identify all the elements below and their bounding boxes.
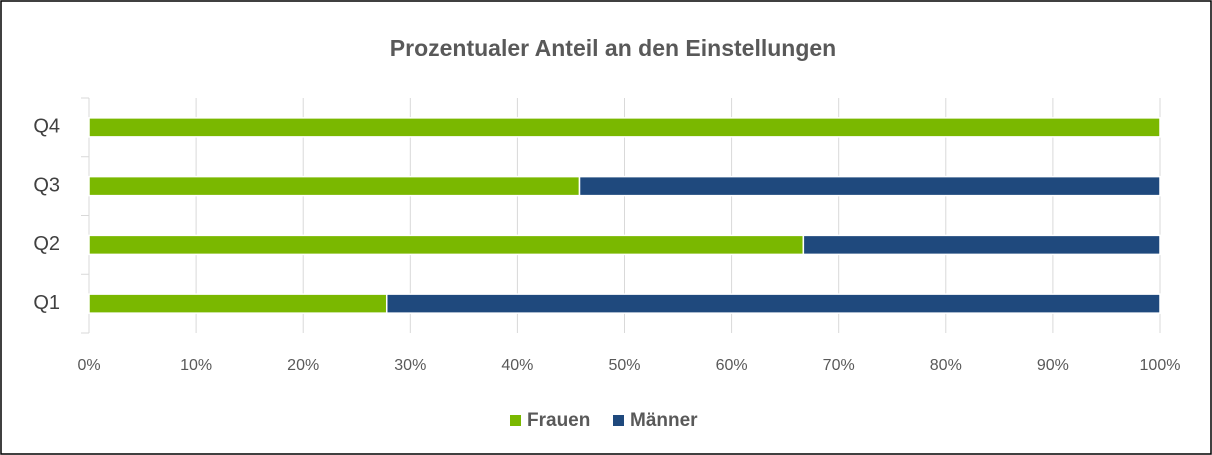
x-tick-label: 20% — [287, 357, 319, 374]
x-tick-label: 40% — [501, 357, 533, 374]
bar-segment — [88, 293, 388, 314]
x-tick-label: 70% — [823, 357, 855, 374]
bar-segment — [88, 175, 581, 197]
x-tick-label: 80% — [930, 357, 962, 374]
bar-segment — [802, 234, 1161, 256]
x-tick-label: 100% — [1140, 357, 1181, 374]
x-tick-label: 90% — [1037, 357, 1069, 374]
bar-segment — [578, 175, 1161, 197]
x-tick-label: 0% — [77, 357, 100, 374]
legend-label: Männer — [630, 410, 698, 431]
y-tick-label: Q2 — [33, 233, 60, 255]
x-tick-label: 60% — [716, 357, 748, 374]
y-tick-label: Q3 — [33, 174, 60, 196]
x-tick-label: 50% — [608, 357, 640, 374]
chart-title: Prozentualer Anteil an den Einstellungen — [390, 35, 836, 61]
x-tick-label: 10% — [180, 357, 212, 374]
legend-label: Frauen — [527, 410, 590, 431]
legend-swatch — [613, 415, 624, 426]
x-tick-label: 30% — [394, 357, 426, 374]
bar-segment — [385, 293, 1161, 314]
bar-segment — [88, 234, 805, 256]
y-tick-label: Q4 — [33, 116, 60, 138]
bar-segment — [88, 117, 1161, 138]
y-tick-label: Q1 — [33, 292, 60, 314]
legend-swatch — [510, 415, 521, 426]
